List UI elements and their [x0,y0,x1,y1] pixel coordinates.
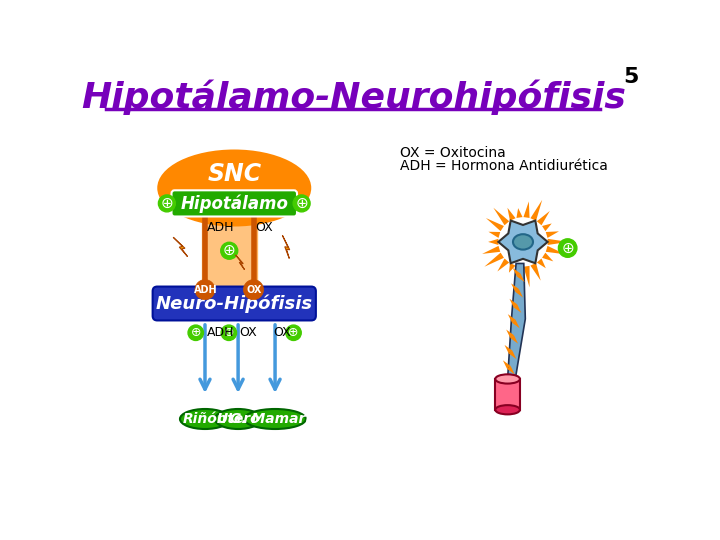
FancyBboxPatch shape [153,287,316,320]
Text: OX = Oxitocina: OX = Oxitocina [400,146,505,160]
Polygon shape [488,239,498,245]
Polygon shape [516,208,523,218]
Ellipse shape [513,234,533,249]
Ellipse shape [157,150,311,226]
Polygon shape [513,305,521,313]
Circle shape [286,325,301,340]
Polygon shape [482,246,500,254]
Circle shape [221,242,238,259]
Polygon shape [531,200,542,221]
Text: OX: OX [255,221,273,234]
Polygon shape [511,284,519,292]
Polygon shape [507,366,515,374]
Circle shape [243,280,264,300]
Polygon shape [505,345,512,354]
Polygon shape [531,263,541,281]
Text: OX: OX [246,285,262,295]
Polygon shape [542,224,552,231]
Circle shape [158,195,176,212]
Polygon shape [517,274,525,282]
Circle shape [293,195,310,212]
Polygon shape [523,266,529,287]
Text: ADH: ADH [207,221,234,234]
Polygon shape [516,266,523,281]
Text: ⊕: ⊕ [223,243,235,258]
Polygon shape [546,246,565,254]
Text: OX: OX [274,326,292,339]
Polygon shape [516,289,523,298]
Polygon shape [513,268,521,276]
Polygon shape [488,232,500,238]
Text: ⊕: ⊕ [562,240,574,255]
Text: SNC: SNC [207,162,261,186]
Polygon shape [523,201,529,218]
Polygon shape [498,259,509,272]
Ellipse shape [215,409,261,429]
Polygon shape [282,235,289,259]
Polygon shape [485,253,504,267]
Polygon shape [486,218,504,231]
Text: Hipotálamo-Neurohipófisis: Hipotálamo-Neurohipófisis [81,79,626,115]
Polygon shape [537,259,546,268]
Polygon shape [508,264,526,379]
Polygon shape [546,231,559,238]
Polygon shape [542,253,553,261]
Polygon shape [508,208,516,221]
Ellipse shape [495,374,520,383]
Polygon shape [235,255,245,269]
Text: ADH: ADH [194,285,217,295]
Text: Hipotálamo: Hipotálamo [180,194,288,213]
Text: G. Mamaria: G. Mamaria [230,412,320,426]
Polygon shape [512,320,520,328]
Polygon shape [509,350,516,359]
Polygon shape [548,239,568,245]
Polygon shape [510,335,518,343]
Polygon shape [174,237,187,256]
Text: ⊕: ⊕ [288,326,299,339]
Polygon shape [493,208,509,225]
Circle shape [559,239,577,257]
Ellipse shape [244,409,306,429]
Text: ADH: ADH [207,326,234,339]
Text: ⊕: ⊕ [161,196,174,211]
Text: ⊕: ⊕ [191,326,201,339]
Polygon shape [508,314,516,323]
Circle shape [195,280,215,300]
Text: ADH = Hormona Antidiurética: ADH = Hormona Antidiurética [400,159,608,173]
Polygon shape [510,299,517,307]
Text: Riñón: Riñón [183,412,228,426]
Polygon shape [498,220,548,263]
Circle shape [188,325,204,340]
Circle shape [221,325,237,340]
Polygon shape [509,263,516,273]
Text: OX: OX [240,326,257,339]
Ellipse shape [495,405,520,414]
Ellipse shape [180,409,230,429]
Polygon shape [503,360,510,369]
FancyBboxPatch shape [171,190,297,217]
Text: 5: 5 [623,67,639,87]
Text: ⊕: ⊕ [295,196,308,211]
Text: Neuro-Hipófisis: Neuro-Hipófisis [156,294,312,313]
FancyBboxPatch shape [495,379,520,410]
Polygon shape [537,211,550,225]
Text: Utero: Utero [216,412,260,426]
Polygon shape [506,329,514,338]
Text: ⊕: ⊕ [224,326,234,339]
